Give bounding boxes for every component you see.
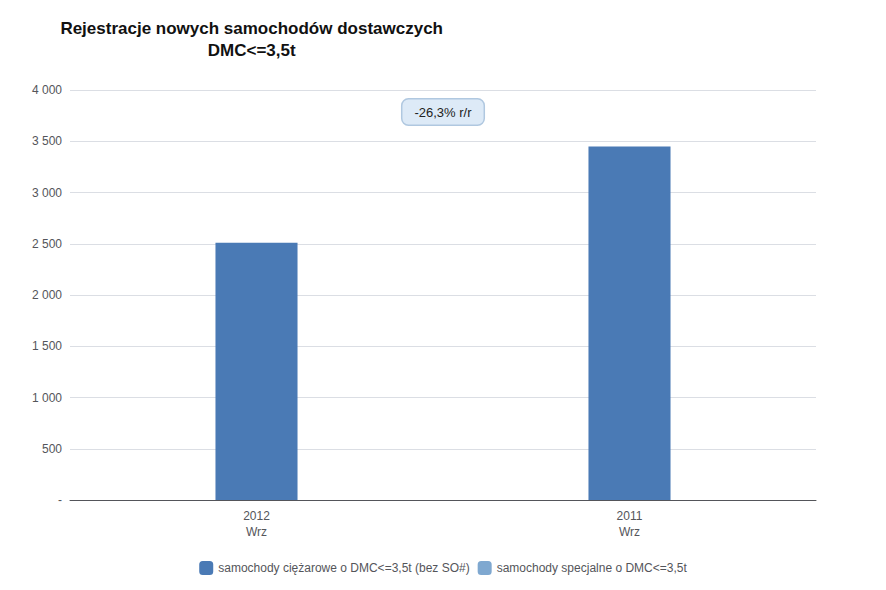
svg-text:3 500: 3 500 — [32, 134, 62, 148]
svg-text:1 500: 1 500 — [32, 339, 62, 353]
svg-text:1 000: 1 000 — [32, 391, 62, 405]
svg-text:4 000: 4 000 — [32, 83, 62, 97]
svg-text:Wrz: Wrz — [246, 525, 267, 539]
svg-text:2 500: 2 500 — [32, 237, 62, 251]
svg-text:samochody ciężarowe o DMC<=3,5: samochody ciężarowe o DMC<=3,5t (bez SO#… — [218, 561, 469, 575]
svg-text:2012: 2012 — [243, 509, 270, 523]
svg-text:500: 500 — [42, 442, 62, 456]
svg-text:Rejestracje nowych samochodów: Rejestracje nowych samochodów dostawczyc… — [60, 19, 443, 38]
svg-text:samochody specjalne o DMC<=3,5: samochody specjalne o DMC<=3,5t — [497, 561, 688, 575]
svg-text:-26,3% r/r: -26,3% r/r — [414, 105, 472, 120]
svg-text:2 000: 2 000 — [32, 288, 62, 302]
svg-text:DMC<=3,5t: DMC<=3,5t — [208, 41, 296, 60]
svg-text:-: - — [58, 493, 62, 507]
svg-text:3 000: 3 000 — [32, 186, 62, 200]
svg-text:2011: 2011 — [617, 509, 643, 523]
svg-text:Wrz: Wrz — [619, 525, 640, 539]
